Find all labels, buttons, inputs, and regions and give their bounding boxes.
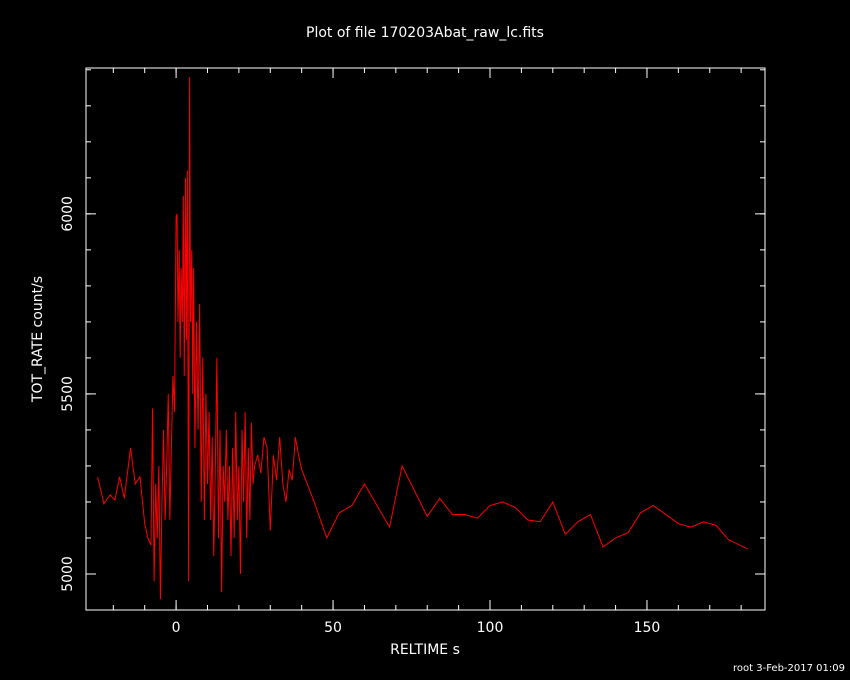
x-tick-label: 50 bbox=[324, 620, 342, 636]
x-axis-label: RELTIME s bbox=[390, 642, 460, 658]
y-tick-label: 6000 bbox=[60, 196, 76, 232]
plot-frame bbox=[85, 67, 766, 611]
y-tick-label: 5500 bbox=[60, 376, 76, 412]
y-axis-label: TOT_RATE count/s bbox=[30, 276, 46, 403]
x-tick-label: 150 bbox=[634, 620, 661, 636]
y-tick-label: 5000 bbox=[60, 556, 76, 592]
x-tick-label: 0 bbox=[172, 620, 181, 636]
chart-title: Plot of file 170203Abat_raw_lc.fits bbox=[306, 25, 544, 41]
light-curve bbox=[97, 76, 748, 600]
footer: root 3-Feb-2017 01:09 bbox=[733, 663, 845, 674]
x-tick-label: 100 bbox=[477, 620, 504, 636]
